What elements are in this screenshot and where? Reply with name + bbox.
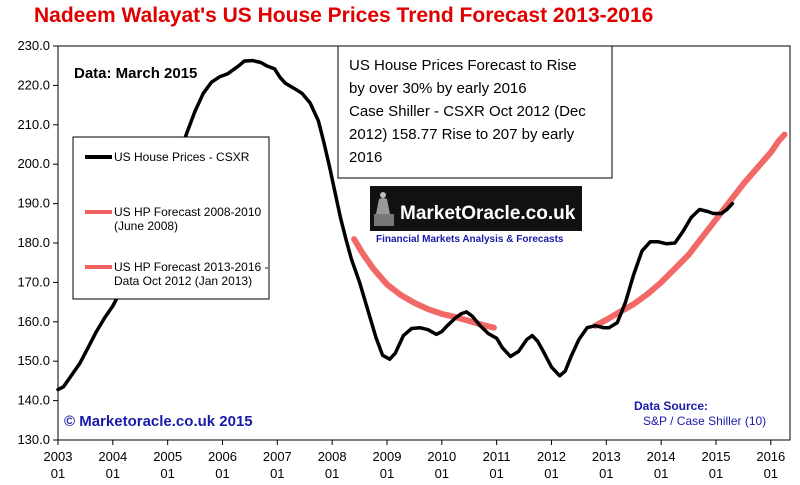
annotation-line-0: US House Prices Forecast to Rise	[349, 57, 577, 74]
series-line-1	[351, 236, 497, 331]
y-tick-label-2: 210.0	[17, 117, 50, 132]
x-tick-year-9: 2012	[537, 449, 566, 464]
logo-name: MarketOracle.co.uk	[400, 203, 576, 224]
legend-label-0-line-0: US House Prices - CSXR	[114, 150, 250, 164]
x-tick-year-8: 2011	[483, 449, 511, 464]
x-tick-month-6: 01	[380, 466, 394, 481]
x-tick-month-12: 01	[709, 466, 723, 481]
x-tick-month-9: 01	[544, 466, 558, 481]
x-tick-year-6: 2009	[373, 449, 402, 464]
statue-icon	[374, 192, 394, 226]
date-label: Data: March 2015	[74, 65, 197, 82]
y-tick-label-0: 230.0	[17, 38, 50, 53]
logo-background	[370, 186, 582, 231]
x-tick-year-3: 2006	[208, 449, 237, 464]
legend-box	[72, 136, 270, 300]
source-text: S&P / Case Shiller (10)	[643, 414, 766, 428]
y-tick-label-4: 190.0	[17, 196, 50, 211]
x-tick-month-11: 01	[654, 466, 668, 481]
x-tick-year-11: 2014	[647, 449, 676, 464]
legend-label-1-line-0: US HP Forecast 2008-2010	[114, 205, 262, 219]
annotation-box: US House Prices Forecast to Rise by over…	[337, 45, 613, 179]
x-tick-year-0: 2003	[44, 449, 73, 464]
x-tick-month-5: 01	[325, 466, 339, 481]
y-tick-label-3: 200.0	[17, 156, 50, 171]
x-tick-year-1: 2004	[98, 449, 127, 464]
x-axis: 2003 01 2004 01 2005 01 2006 01 2007 01 2008 01 2009…	[44, 440, 785, 481]
x-tick-month-2: 01	[160, 466, 174, 481]
series-line-2	[592, 131, 788, 329]
legend: US House Prices - CSXR US HP Forecast 20…	[72, 136, 270, 300]
y-tick-label-1: 220.0	[17, 77, 50, 92]
legend-label-2-line-1: Data Oct 2012 (Jan 2013)	[114, 274, 252, 288]
annotation-line-4: 2016	[349, 149, 382, 166]
y-tick-label-9: 140.0	[17, 393, 50, 408]
x-tick-year-12: 2015	[702, 449, 731, 464]
source-title: Data Source:	[634, 399, 708, 413]
marketoracle-logo: MarketOracle.co.uk Financial Markets Ana…	[370, 186, 582, 246]
x-tick-year-13: 2016	[756, 449, 785, 464]
y-tick-label-8: 150.0	[17, 353, 50, 368]
y-tick-label-6: 170.0	[17, 274, 50, 289]
x-tick-year-10: 2013	[592, 449, 621, 464]
x-tick-month-10: 01	[599, 466, 613, 481]
logo-tagline: Financial Markets Analysis & Forecasts	[376, 234, 564, 245]
y-tick-label-7: 160.0	[17, 314, 50, 329]
x-tick-year-7: 2010	[427, 449, 456, 464]
x-tick-month-1: 01	[106, 466, 120, 481]
x-tick-month-8: 01	[489, 466, 503, 481]
x-tick-year-5: 2008	[318, 449, 347, 464]
logo-tagline-background	[370, 231, 582, 246]
annotation-line-1: by over 30% by early 2016	[349, 80, 527, 97]
y-tick-label-5: 180.0	[17, 235, 50, 250]
y-axis: 230.0 220.0 210.0 200.0 190.0 180.0 170.0 160.0…	[17, 38, 58, 447]
annotation-line-3: 2012) 158.77 Rise to 207 by early	[349, 126, 575, 143]
annotation-frame	[337, 45, 613, 179]
legend-label-1-line-1: (June 2008)	[114, 219, 178, 233]
x-tick-month-13: 01	[764, 466, 778, 481]
x-tick-month-0: 01	[51, 466, 65, 481]
x-tick-year-4: 2007	[263, 449, 292, 464]
x-tick-month-3: 01	[215, 466, 229, 481]
annotation-line-2: Case Shiller - CSXR Oct 2012 (Dec	[349, 103, 586, 120]
legend-label-2-line-0: US HP Forecast 2013-2016 -	[114, 260, 269, 274]
x-tick-month-4: 01	[270, 466, 284, 481]
x-tick-month-7: 01	[435, 466, 449, 481]
y-tick-label-10: 130.0	[17, 432, 50, 447]
x-tick-year-2: 2005	[153, 449, 182, 464]
chart-title: Nadeem Walayat's US House Prices Trend F…	[34, 4, 653, 27]
copyright-text: © Marketoracle.co.uk 2015	[64, 413, 253, 430]
